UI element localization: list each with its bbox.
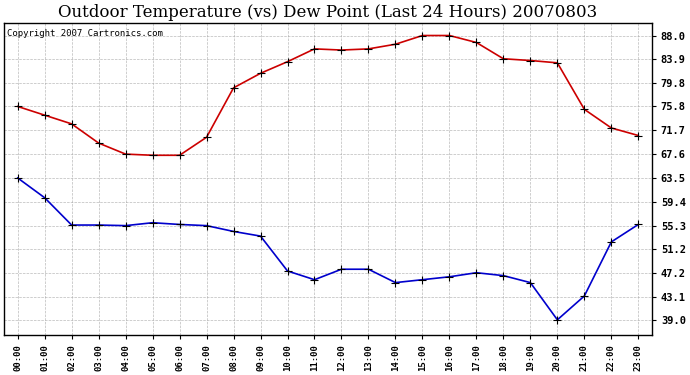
Text: Copyright 2007 Cartronics.com: Copyright 2007 Cartronics.com	[8, 29, 164, 38]
Title: Outdoor Temperature (vs) Dew Point (Last 24 Hours) 20070803: Outdoor Temperature (vs) Dew Point (Last…	[59, 4, 598, 21]
